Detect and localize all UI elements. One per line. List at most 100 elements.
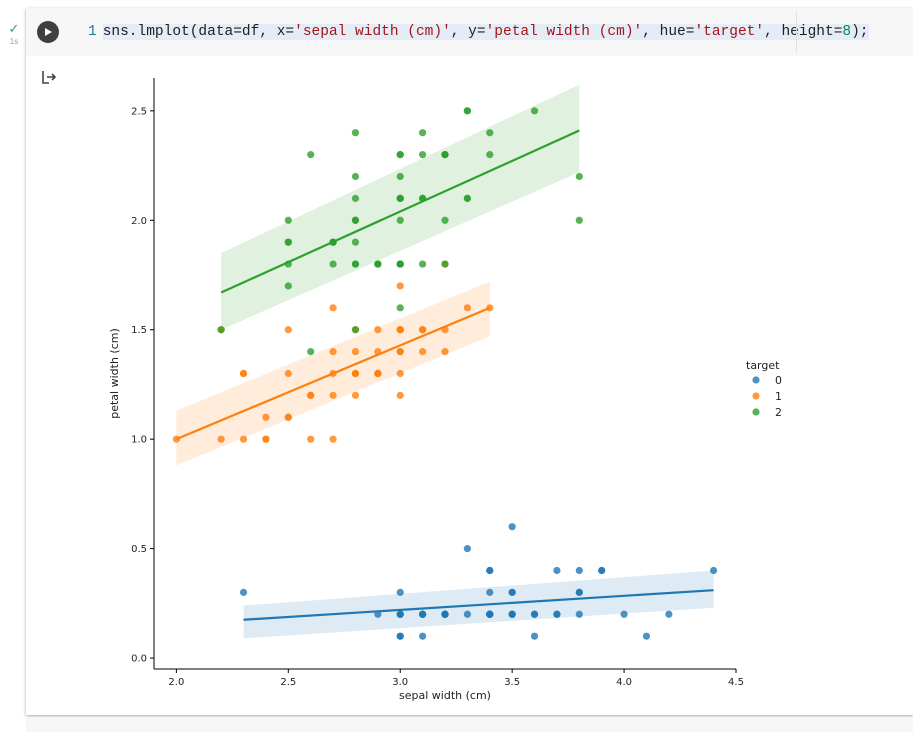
legend-label-2: 2 [775,406,782,419]
data-point-2 [530,107,539,115]
data-point-0 [665,610,673,618]
data-point-2 [351,216,360,224]
data-point-1 [351,369,360,378]
regression-line-0 [243,589,714,621]
legend-marker-2 [752,408,760,416]
x-tick-label: 4.5 [728,677,744,688]
x-tick-label: 4.0 [616,677,632,688]
code-height-arg: 8 [842,24,852,40]
data-point-2 [463,194,471,202]
data-point-1 [419,348,427,356]
data-point-0 [710,566,718,575]
data-point-0 [575,610,583,618]
x-tick-label: 2.5 [280,677,296,688]
cell-gutter: ✓ 1s [0,0,24,732]
data-point-2 [486,151,494,159]
data-point-2 [486,129,494,137]
code-mid1: , y= [450,24,486,40]
data-point-2 [351,194,360,202]
regression-line-1 [175,306,491,441]
data-point-2 [396,172,404,181]
data-point-0 [463,610,471,618]
check-icon: ✓ [8,21,20,36]
line-number: 1 [88,24,97,40]
data-point-0 [508,523,516,531]
y-ticks: 0.0 0.5 1.0 1.5 2.0 2.5 [131,106,154,665]
data-point-1 [329,435,337,443]
data-point-0 [553,566,561,575]
data-point-0 [508,588,516,596]
x-ticks: 2.0 2.5 3.0 3.5 4.0 4.5 [168,669,744,688]
data-point-2 [307,151,315,159]
run-cell-button[interactable] [37,21,59,43]
data-point-2 [396,151,404,159]
code-editor[interactable]: 1 sns.lmplot(data=df, x='sepal width (cm)… [26,8,913,56]
data-point-2 [396,194,404,202]
data-point-2 [419,129,427,137]
code-prefix: sns.lmplot(data=df, x= [102,24,295,40]
data-point-1 [329,348,337,356]
legend-label-0: 0 [775,374,782,387]
data-point-0 [463,545,471,553]
data-point-1 [374,326,382,334]
data-point-2 [351,172,360,181]
data-point-1 [463,304,471,312]
play-icon [45,28,52,36]
data-point-2 [441,260,449,268]
legend-marker-1 [752,392,760,400]
data-point-1 [396,369,404,378]
data-point-1 [262,413,270,421]
regression-line-2 [220,129,580,294]
data-point-2 [419,260,427,268]
legend-marker-0 [752,376,760,384]
data-point-0 [508,610,516,618]
data-point-0 [575,566,583,575]
data-point-1 [329,391,337,399]
data-point-0 [239,588,248,596]
data-point-0 [396,632,404,640]
data-point-0 [419,610,427,618]
legend-title: target [746,359,780,372]
code-line[interactable]: 1 sns.lmplot(data=df, x='sepal width (cm)… [88,22,869,42]
data-point-2 [396,216,404,224]
x-tick-label: 2.0 [168,677,184,688]
y-tick-label: 2.0 [131,216,147,227]
data-point-0 [419,632,427,640]
legend-label-1: 1 [775,390,782,403]
data-point-2 [396,260,404,268]
data-point-2 [217,326,225,334]
data-point-1 [351,391,360,399]
data-point-2 [441,216,449,224]
data-point-1 [239,435,248,443]
data-point-2 [441,151,449,159]
data-point-0 [396,610,404,618]
data-point-2 [351,238,360,246]
data-point-2 [575,216,583,224]
code-selection: sns.lmplot(data=df, x='sepal width (cm)'… [102,24,869,40]
output-arrow-icon[interactable] [40,68,58,86]
data-point-0 [642,632,651,640]
scatter-points [172,107,718,640]
code-x-arg: 'sepal width (cm)' [294,24,451,40]
data-point-1 [396,326,404,334]
data-point-1 [396,391,404,399]
data-point-2 [374,260,382,268]
data-point-1 [284,369,292,378]
code-mid3: , height= [764,24,843,40]
data-point-2 [351,260,360,268]
data-point-1 [396,348,404,356]
data-point-0 [530,632,539,640]
data-point-2 [329,260,337,268]
next-cell-edge [26,718,913,732]
data-point-1 [374,369,382,378]
x-tick-label: 3.5 [504,677,520,688]
data-point-1 [329,304,337,312]
data-point-1 [396,282,404,290]
code-mid2: , hue= [642,24,695,40]
data-point-0 [530,610,539,618]
code-cell[interactable]: 1 sns.lmplot(data=df, x='sepal width (cm)… [26,8,913,715]
data-point-0 [441,610,449,618]
data-point-0 [598,566,606,575]
data-point-2 [419,151,427,159]
x-axis-label: sepal width (cm) [399,689,491,702]
